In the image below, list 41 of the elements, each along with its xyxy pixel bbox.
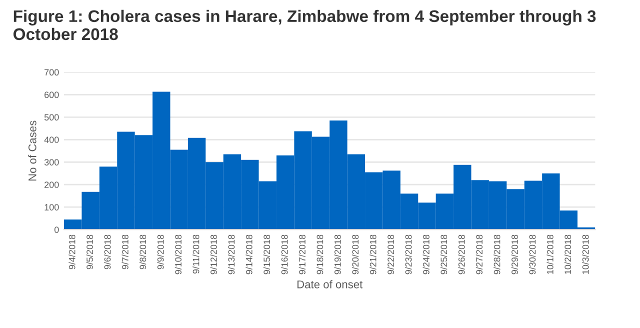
- x-tick-label: 9/4/2018: [68, 234, 76, 270]
- x-tick-label: 9/5/2018: [86, 234, 93, 270]
- y-tick-label: 700: [44, 69, 59, 76]
- x-tick-label: 9/17/2018: [298, 234, 306, 274]
- x-tick-label: 9/13/2018: [228, 234, 235, 274]
- x-tick-label: 9/22/2018: [387, 234, 394, 274]
- x-tick-label: 9/7/2018: [122, 234, 128, 270]
- x-tick-label: 9/19/2018: [334, 234, 341, 274]
- x-tick-label: 9/24/2018: [422, 234, 430, 274]
- y-axis-title: No of Cases: [28, 120, 36, 181]
- x-tick-label: 9/8/2018: [139, 234, 146, 270]
- x-tick-label: 9/23/2018: [405, 234, 412, 274]
- x-tick-label: 9/25/2018: [440, 234, 448, 274]
- x-tick-label: 9/9/2018: [157, 234, 164, 270]
- y-tick-label: 400: [44, 136, 59, 143]
- x-tick-label: 9/18/2018: [316, 234, 324, 274]
- chart-title: Figure 1: Cholera cases in Harare, Zimbabwe from 4 September through 3 October 2018: [13, 10, 596, 40]
- y-tick-label: 300: [44, 159, 59, 166]
- x-tick-label: 9/30/2018: [529, 234, 536, 274]
- x-tick-label: 9/14/2018: [246, 234, 252, 274]
- x-axis-title: Date of onset: [297, 280, 363, 288]
- x-tick-label: 9/15/2018: [263, 234, 270, 274]
- x-tick-label: 9/11/2018: [192, 234, 200, 274]
- x-tick-label: 9/10/2018: [174, 234, 182, 274]
- x-tick-label: 10/3/2018: [582, 234, 589, 274]
- x-tick-label: 9/6/2018: [104, 234, 111, 270]
- x-tick-label: 9/20/2018: [352, 234, 359, 274]
- y-tick-label: 0: [54, 226, 59, 233]
- x-tick-label: 9/26/2018: [458, 234, 465, 274]
- x-tick-label: 10/2/2018: [564, 234, 572, 274]
- x-tick-label: 9/16/2018: [281, 234, 288, 274]
- x-tick-label: 10/1/2018: [546, 234, 554, 274]
- x-tick-label: 9/21/2018: [370, 234, 376, 274]
- y-tick-label: 100: [44, 204, 59, 210]
- x-tick-label: 9/27/2018: [476, 234, 483, 274]
- x-tick-label: 9/12/2018: [210, 234, 217, 274]
- y-tick-label: 200: [44, 182, 59, 188]
- y-tick-label: 600: [44, 92, 59, 98]
- x-tick-label: 9/29/2018: [511, 234, 518, 274]
- y-tick-label: 500: [44, 114, 59, 121]
- x-tick-label: 9/28/2018: [494, 234, 500, 274]
